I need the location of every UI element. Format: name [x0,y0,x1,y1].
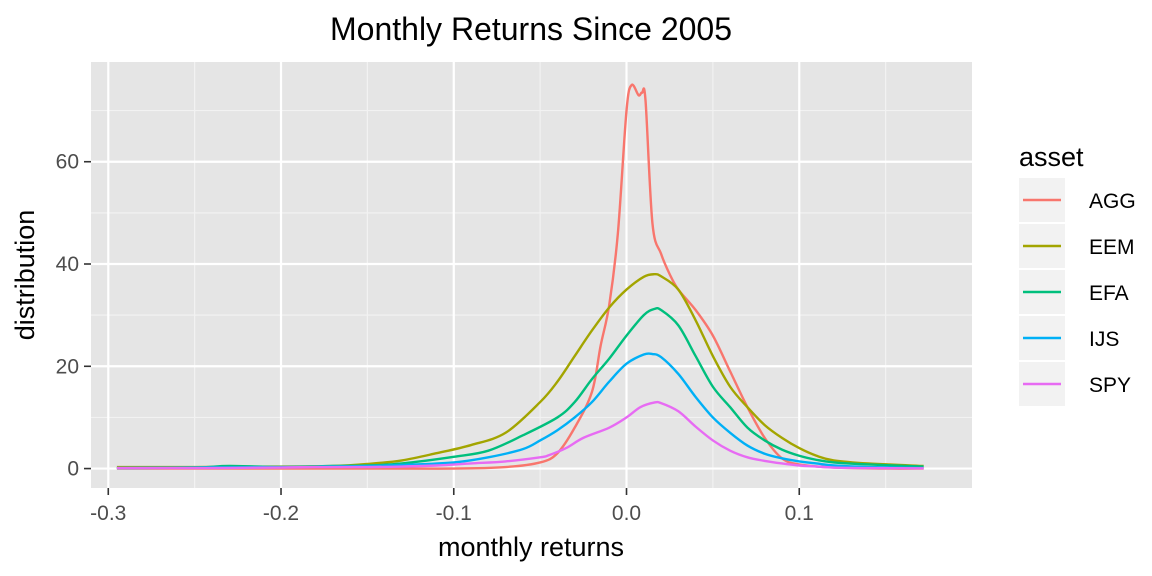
plot-panel [91,62,972,488]
legend-label-spy: SPY [1089,374,1131,397]
x-axis-ticks: -0.3 -0.2 -0.1 0.0 0.1 [90,488,814,525]
density-line-spy [116,400,924,470]
legend-label-ijs: IJS [1089,328,1119,351]
x-tick-label: -0.2 [263,502,299,525]
y-tick-label: 40 [56,253,79,276]
y-axis-ticks: 0 20 40 60 [56,151,91,481]
y-tick-label: 60 [56,151,79,174]
density-line-agg [116,83,924,470]
chart-title: Monthly Returns Since 2005 [330,11,732,47]
legend-title: asset [1019,142,1084,172]
x-tick-label: 0.0 [612,502,641,525]
x-tick-label: -0.3 [90,502,126,525]
legend-label-efa: EFA [1089,282,1129,305]
density-lines [116,83,924,470]
y-tick-label: 20 [56,355,79,378]
x-tick-label: 0.1 [785,502,814,525]
y-tick-label: 0 [67,458,79,481]
legend: asset AGG EEM EFA IJS SPY [1019,142,1136,406]
density-line-eem [116,272,924,469]
x-tick-label: -0.1 [436,502,472,525]
legend-label-agg: AGG [1089,190,1136,213]
x-axis-title: monthly returns [438,532,624,562]
density-line-ijs [116,352,924,470]
minor-gridlines [91,62,972,488]
legend-label-eem: EEM [1089,236,1135,259]
y-axis-title: distribution [10,210,40,341]
